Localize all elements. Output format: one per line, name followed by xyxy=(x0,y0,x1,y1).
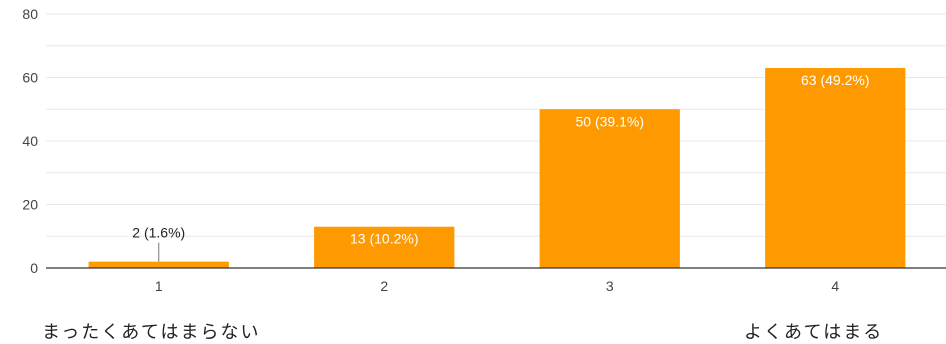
y-tick-label: 60 xyxy=(22,70,38,86)
x-axis-ticks: 1 2 3 4 xyxy=(155,278,840,294)
y-tick-label: 0 xyxy=(30,260,38,276)
data-labels: 2 (1.6%) 13 (10.2%) 50 (39.1%) 63 (49.2%) xyxy=(132,72,869,262)
data-label: 13 (10.2%) xyxy=(350,231,418,247)
gridlines xyxy=(46,13,946,237)
bar-2 xyxy=(314,226,455,268)
scale-caption-high: よくあてはまる xyxy=(744,322,884,343)
y-tick-label: 40 xyxy=(22,133,38,149)
y-tick-label: 80 xyxy=(22,6,38,22)
bar-4 xyxy=(765,67,906,268)
data-label: 2 (1.6%) xyxy=(132,225,185,241)
y-tick-label: 20 xyxy=(22,197,38,213)
x-tick-label: 4 xyxy=(831,278,839,294)
bar-3 xyxy=(539,109,680,268)
y-axis-ticks: 0 20 40 60 80 xyxy=(22,6,38,276)
bar-1 xyxy=(88,261,229,268)
x-tick-label: 2 xyxy=(380,278,388,294)
data-label: 63 (49.2%) xyxy=(801,72,869,88)
bar-chart: 0 20 40 60 80 1 2 3 4 2 (1.6%) 13 (10.2%) 50 (39.… xyxy=(22,6,946,294)
data-label: 50 (39.1%) xyxy=(576,113,644,129)
x-tick-label: 1 xyxy=(155,278,163,294)
x-tick-label: 3 xyxy=(606,278,614,294)
bars xyxy=(88,67,906,268)
scale-caption-low: まったくあてはまらない xyxy=(42,322,261,343)
